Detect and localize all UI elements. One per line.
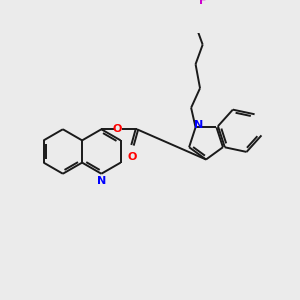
Text: N: N: [194, 120, 204, 130]
Text: N: N: [97, 176, 106, 185]
Text: O: O: [128, 152, 137, 161]
Text: F: F: [199, 0, 206, 6]
Text: O: O: [113, 124, 122, 134]
